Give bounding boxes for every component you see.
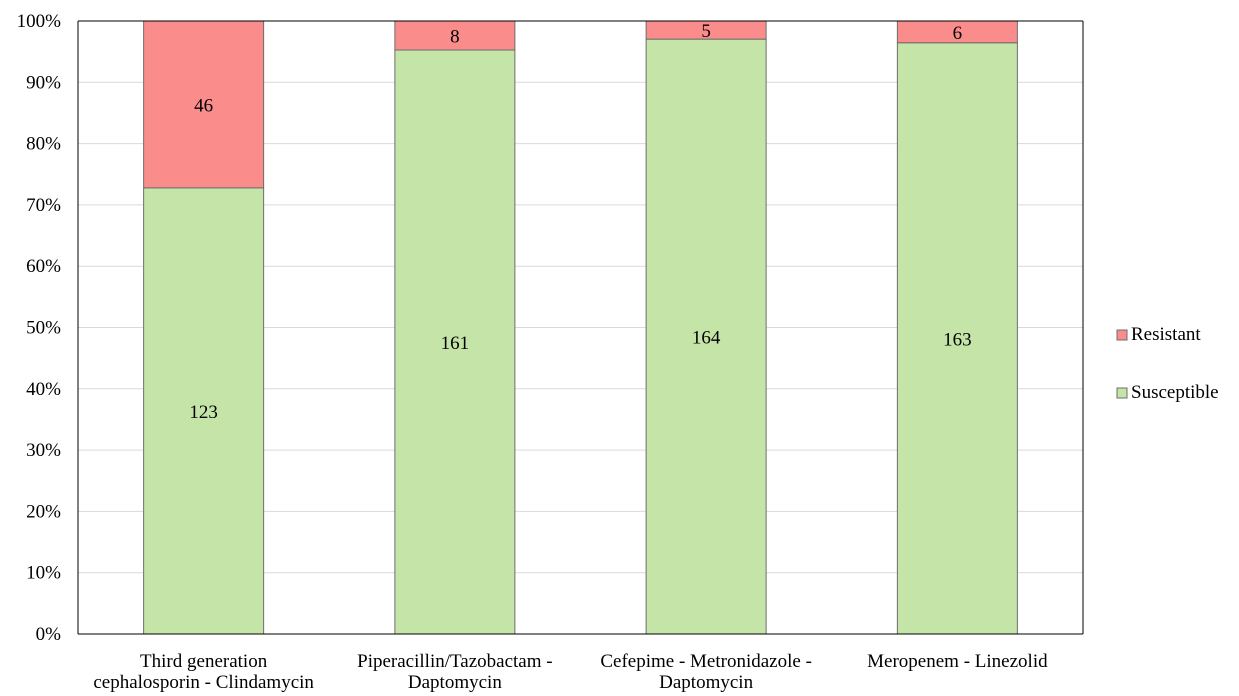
legend-label-resistant: Resistant [1131,324,1201,345]
x-category-label: Meropenem - Linezolid [867,651,1048,672]
bar-segment-resistant [143,20,265,189]
y-tick-label: 70% [26,195,61,216]
data-label: 6 [953,23,963,44]
y-tick-label: 60% [26,256,61,277]
y-tick-label: 80% [26,134,61,155]
y-tick-label: 40% [26,379,61,400]
data-label: 8 [450,27,460,48]
y-tick-label: 90% [26,72,61,93]
x-category-label: Daptomycin [408,672,502,693]
legend-label-susceptible: Susceptible [1131,382,1219,403]
axis-labels: 0% 10% 20% 30% 40% 50% 60% 70% 80% 90% 100% 123 46 Th… [17,11,1048,693]
x-category-label: Daptomycin [659,672,753,693]
y-tick-label: 0% [36,624,62,645]
y-tick-label: 50% [26,318,61,339]
legend: Resistant Susceptible [1116,324,1219,403]
axes [77,20,1084,635]
bar-segment-resistant [394,20,516,51]
data-label: 163 [943,329,972,350]
y-tick-label: 30% [26,440,61,461]
data-label: 161 [441,333,470,354]
x-category-label: Third generation [140,651,268,672]
data-label: 5 [701,21,711,42]
legend-swatch-susceptible [1116,387,1128,399]
data-label: 164 [692,328,721,349]
data-label: 123 [189,402,218,423]
bar-segment-susceptible [645,38,767,635]
data-label: 46 [194,95,213,116]
legend-swatch-resistant [1116,329,1128,341]
y-tick-label: 100% [17,11,62,32]
x-category-label: Cefepime - Metronidazole - [600,651,812,672]
y-tick-label: 20% [26,501,61,522]
y-tick-label: 10% [26,563,61,584]
x-category-label: cephalosporin - Clindamycin [93,672,314,693]
x-category-label: Piperacillin/Tazobactam - [357,651,552,672]
